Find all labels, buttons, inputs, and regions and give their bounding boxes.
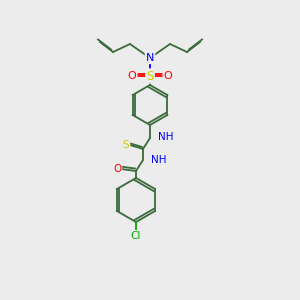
Text: O: O <box>128 71 136 81</box>
Text: O: O <box>113 164 121 174</box>
Text: NH: NH <box>158 132 173 142</box>
Text: NH: NH <box>151 155 167 165</box>
Text: Cl: Cl <box>131 231 141 241</box>
Text: S: S <box>123 140 129 150</box>
Text: N: N <box>146 53 154 63</box>
Text: O: O <box>164 71 172 81</box>
Text: S: S <box>146 70 154 83</box>
